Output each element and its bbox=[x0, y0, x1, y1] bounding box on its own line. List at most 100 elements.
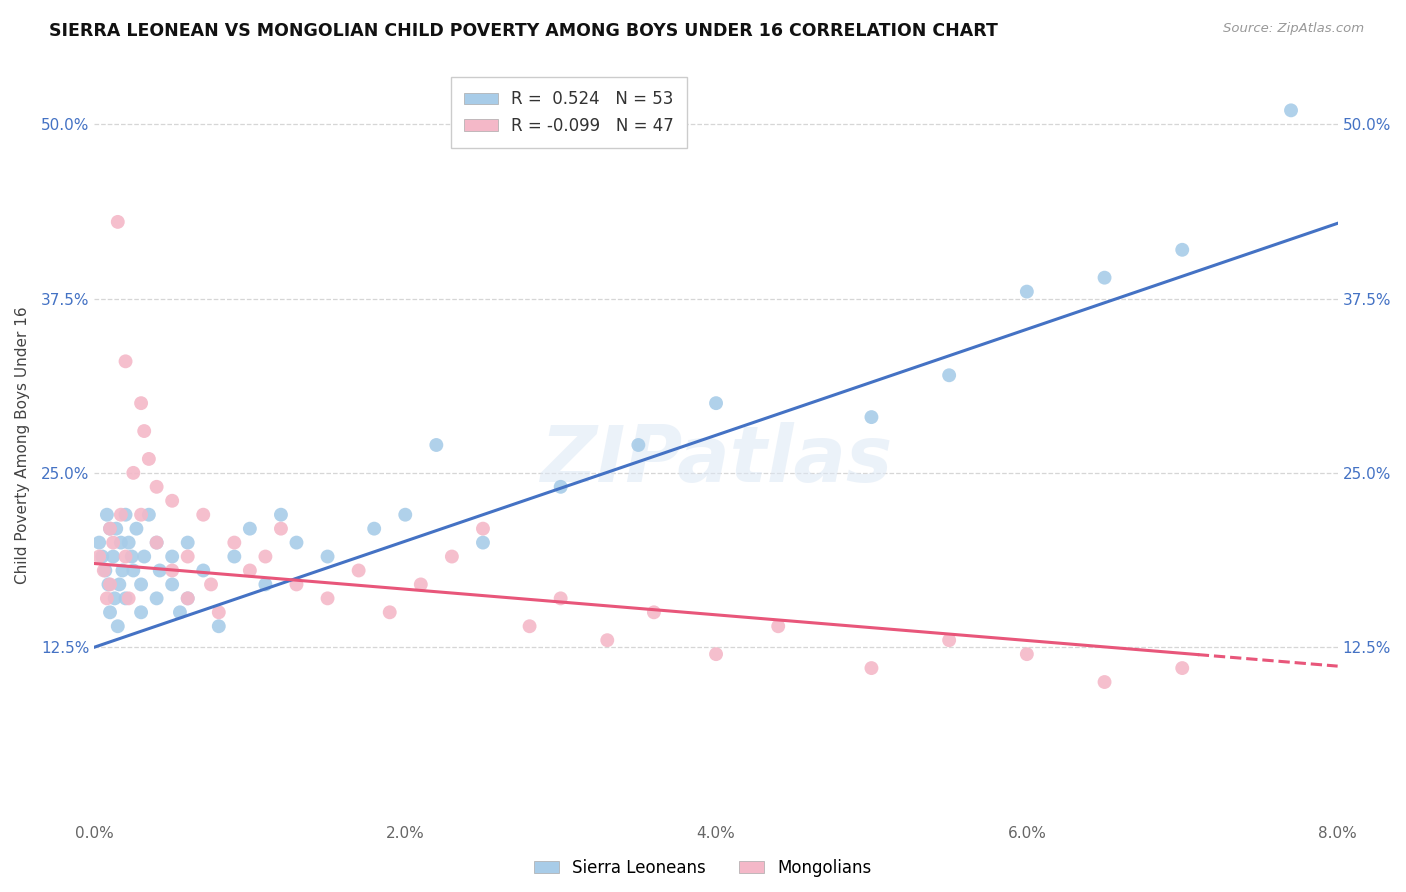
Point bbox=[110, 535, 132, 549]
Point bbox=[363, 522, 385, 536]
Point bbox=[316, 549, 339, 564]
Point bbox=[129, 605, 152, 619]
Point bbox=[97, 577, 120, 591]
Point bbox=[550, 591, 572, 606]
Point bbox=[160, 577, 183, 591]
Point bbox=[122, 466, 145, 480]
Point bbox=[285, 577, 308, 591]
Point bbox=[704, 647, 727, 661]
Point bbox=[98, 577, 121, 591]
Point bbox=[440, 549, 463, 564]
Point bbox=[98, 522, 121, 536]
Point bbox=[200, 577, 222, 591]
Point bbox=[111, 564, 134, 578]
Point bbox=[766, 619, 789, 633]
Point bbox=[627, 438, 650, 452]
Point bbox=[134, 424, 156, 438]
Point bbox=[177, 535, 200, 549]
Point bbox=[208, 605, 231, 619]
Point bbox=[1171, 661, 1194, 675]
Point bbox=[239, 522, 262, 536]
Point bbox=[193, 508, 215, 522]
Point bbox=[177, 591, 200, 606]
Point bbox=[91, 549, 114, 564]
Point bbox=[169, 605, 191, 619]
Point bbox=[160, 493, 183, 508]
Point bbox=[472, 535, 495, 549]
Point bbox=[145, 591, 167, 606]
Point bbox=[129, 396, 152, 410]
Y-axis label: Child Poverty Among Boys Under 16: Child Poverty Among Boys Under 16 bbox=[15, 306, 30, 583]
Point bbox=[550, 480, 572, 494]
Point bbox=[96, 591, 118, 606]
Point bbox=[104, 591, 127, 606]
Point bbox=[110, 508, 132, 522]
Point bbox=[472, 522, 495, 536]
Point bbox=[1171, 243, 1194, 257]
Point bbox=[519, 619, 541, 633]
Point bbox=[107, 215, 129, 229]
Point bbox=[285, 535, 308, 549]
Point bbox=[270, 508, 292, 522]
Point bbox=[409, 577, 432, 591]
Point bbox=[125, 522, 148, 536]
Point bbox=[114, 591, 136, 606]
Point bbox=[121, 549, 143, 564]
Point bbox=[145, 535, 167, 549]
Text: ZIPatlas: ZIPatlas bbox=[540, 422, 893, 498]
Point bbox=[149, 564, 172, 578]
Point bbox=[254, 549, 277, 564]
Point bbox=[129, 508, 152, 522]
Point bbox=[1279, 103, 1302, 118]
Point bbox=[270, 522, 292, 536]
Legend: R =  0.524   N = 53, R = -0.099   N = 47: R = 0.524 N = 53, R = -0.099 N = 47 bbox=[451, 77, 688, 148]
Point bbox=[96, 508, 118, 522]
Point bbox=[118, 535, 141, 549]
Point bbox=[938, 368, 960, 383]
Point bbox=[122, 564, 145, 578]
Point bbox=[193, 564, 215, 578]
Legend: Sierra Leoneans, Mongolians: Sierra Leoneans, Mongolians bbox=[527, 853, 879, 884]
Point bbox=[643, 605, 665, 619]
Point bbox=[378, 605, 401, 619]
Point bbox=[160, 549, 183, 564]
Point bbox=[1094, 270, 1116, 285]
Point bbox=[89, 549, 111, 564]
Point bbox=[105, 522, 128, 536]
Point bbox=[177, 549, 200, 564]
Text: SIERRA LEONEAN VS MONGOLIAN CHILD POVERTY AMONG BOYS UNDER 16 CORRELATION CHART: SIERRA LEONEAN VS MONGOLIAN CHILD POVERT… bbox=[49, 22, 998, 40]
Point bbox=[316, 591, 339, 606]
Point bbox=[108, 577, 131, 591]
Point bbox=[596, 633, 619, 648]
Point bbox=[704, 396, 727, 410]
Point bbox=[160, 564, 183, 578]
Point bbox=[101, 535, 124, 549]
Point bbox=[89, 535, 111, 549]
Point bbox=[114, 354, 136, 368]
Point bbox=[138, 451, 160, 466]
Point bbox=[114, 508, 136, 522]
Point bbox=[224, 535, 246, 549]
Point bbox=[98, 605, 121, 619]
Point bbox=[93, 564, 115, 578]
Point bbox=[938, 633, 960, 648]
Point bbox=[394, 508, 416, 522]
Point bbox=[134, 549, 156, 564]
Text: Source: ZipAtlas.com: Source: ZipAtlas.com bbox=[1223, 22, 1364, 36]
Point bbox=[98, 522, 121, 536]
Point bbox=[101, 549, 124, 564]
Point bbox=[177, 591, 200, 606]
Point bbox=[347, 564, 370, 578]
Point bbox=[208, 619, 231, 633]
Point bbox=[145, 535, 167, 549]
Point bbox=[107, 619, 129, 633]
Point bbox=[114, 549, 136, 564]
Point bbox=[254, 577, 277, 591]
Point bbox=[145, 480, 167, 494]
Point bbox=[224, 549, 246, 564]
Point bbox=[129, 577, 152, 591]
Point bbox=[118, 591, 141, 606]
Point bbox=[1015, 647, 1038, 661]
Point bbox=[1094, 675, 1116, 690]
Point bbox=[860, 661, 883, 675]
